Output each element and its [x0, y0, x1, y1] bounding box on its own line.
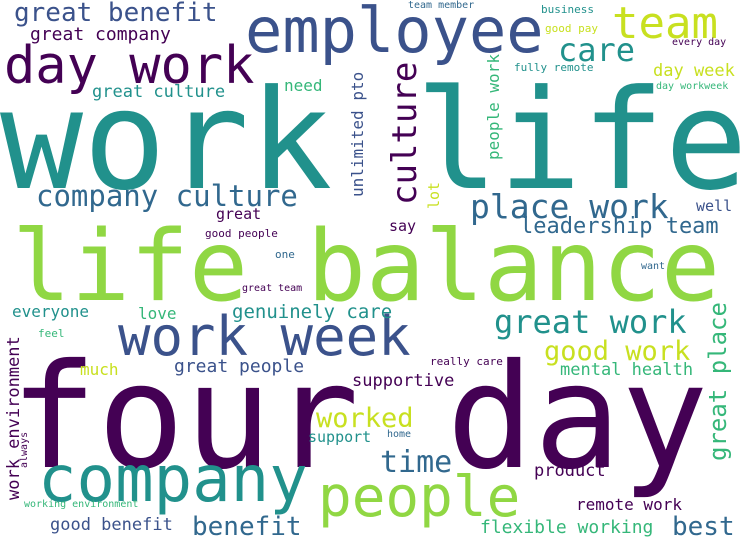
word-say: say	[389, 217, 417, 235]
word-every-day: every day	[672, 37, 727, 48]
word-day-week: day week	[653, 61, 735, 81]
word-great-company: great company	[30, 24, 171, 45]
word-great-team: great team	[242, 283, 303, 294]
word-good-work: good work	[544, 336, 691, 367]
word-company-culture: company culture	[36, 179, 298, 213]
word-lot: lot	[425, 181, 443, 209]
word-fully-remote: fully remote	[514, 61, 594, 74]
word-support: support	[308, 428, 372, 446]
word-day-work: day work	[4, 36, 255, 96]
word-best: best	[672, 512, 735, 542]
word-great-place: great place	[704, 302, 732, 461]
word-great-people: great people	[174, 356, 305, 377]
word-flexible-working: flexible working	[480, 517, 654, 538]
word-work-life: work life	[0, 60, 744, 221]
word-employee: employee	[245, 0, 544, 67]
word-always: always	[19, 431, 30, 468]
word-day-workweek: day workweek	[656, 81, 729, 92]
word-great-culture: great culture	[92, 82, 226, 102]
word-care: care	[558, 31, 636, 69]
word-team: team	[612, 0, 718, 49]
word-company: company	[38, 443, 308, 517]
word-place-work: place work	[470, 187, 669, 226]
word-genuinely-care: genuinely care	[232, 301, 393, 323]
word-great: great	[216, 205, 262, 223]
word-good-pay: good pay	[545, 22, 598, 35]
word-working-environment: working environment	[24, 499, 139, 510]
word-time: time	[380, 445, 453, 480]
word-great-work: great work	[494, 303, 687, 341]
word-four-day: four day	[10, 333, 709, 502]
word-good-benefit: good benefit	[50, 515, 173, 535]
word-leadership-team: leadership team	[520, 214, 719, 239]
word-mental-health: mental health	[560, 360, 694, 380]
word-feel: feel	[38, 327, 65, 340]
word-one: one	[275, 248, 295, 261]
word-life-balance: life balance	[12, 210, 721, 324]
word-culture: culture	[385, 61, 425, 205]
word-work-week: work week	[118, 305, 411, 368]
word-much: much	[80, 360, 119, 379]
word-benefit: benefit	[192, 512, 302, 542]
word-people: people	[318, 465, 521, 530]
word-supportive: supportive	[352, 371, 455, 391]
word-need: need	[284, 76, 323, 95]
word-everyone: everyone	[12, 302, 90, 321]
word-work-environment: work environment	[4, 336, 24, 500]
word-worked: worked	[316, 403, 414, 434]
word-want: want	[641, 261, 666, 272]
word-unlimited-pto: unlimited pto	[348, 71, 367, 197]
word-business: business	[541, 3, 594, 16]
word-really-care: really care	[430, 355, 503, 368]
word-love: love	[138, 304, 177, 323]
word-product: product	[534, 461, 606, 481]
word-well: well	[696, 197, 733, 215]
word-remote-work: remote work	[576, 495, 682, 514]
word-team-member: team member	[408, 0, 475, 11]
word-good-people: good people	[205, 227, 278, 240]
word-great-benefit: great benefit	[14, 0, 218, 28]
word-people-work: people work	[484, 54, 503, 160]
word-home: home	[387, 429, 412, 440]
